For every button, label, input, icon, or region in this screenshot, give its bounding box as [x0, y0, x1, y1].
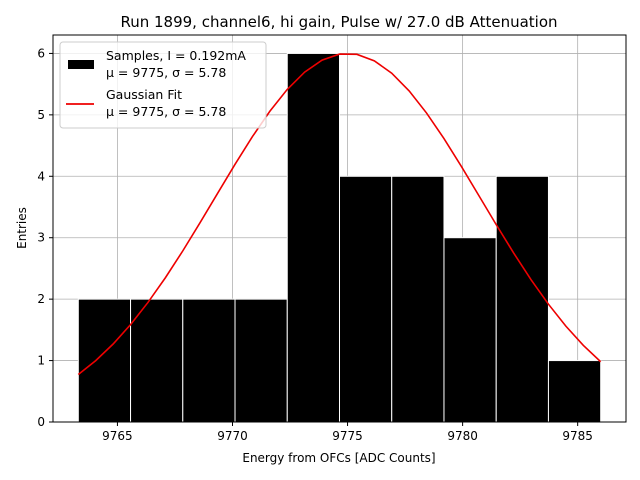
y-tick-label: 0 [37, 415, 45, 429]
y-tick-label: 5 [37, 108, 45, 122]
histogram-bar [443, 237, 497, 423]
histogram-bar [130, 298, 184, 423]
histogram-bars [77, 52, 602, 423]
x-tick-label: 9780 [447, 429, 478, 443]
histogram-bar [286, 52, 341, 423]
y-tick-label: 3 [37, 231, 45, 245]
histogram-bar [339, 175, 393, 423]
x-tick-label: 9775 [332, 429, 363, 443]
x-tick-label: 9785 [562, 429, 593, 443]
y-tick-label: 4 [37, 169, 45, 183]
x-tick-label: 9765 [102, 429, 133, 443]
histogram-bar [234, 298, 288, 423]
legend-histogram-label: Samples, I = 0.192mA [106, 48, 246, 63]
legend-histogram-swatch [68, 60, 94, 69]
chart-title: Run 1899, channel6, hi gain, Pulse w/ 27… [120, 13, 557, 31]
y-axis-label: Entries [15, 207, 29, 249]
y-axis-ticks: 0 1 2 3 4 5 6 [37, 46, 53, 429]
x-tick-label: 9770 [217, 429, 248, 443]
legend-fit-label: Gaussian Fit [106, 87, 182, 102]
x-axis-label: Energy from OFCs [ADC Counts] [242, 451, 435, 465]
y-tick-label: 1 [37, 354, 45, 368]
histogram-bar [182, 298, 236, 423]
y-tick-label: 2 [37, 292, 45, 306]
gaussian-fit [77, 53, 602, 376]
legend-frame [59, 41, 267, 129]
legend-fit-stats: μ = 9775, σ = 5.78 [106, 104, 226, 119]
histogram-bar [391, 175, 445, 423]
histogram-bar [547, 360, 602, 423]
legend-histogram-stats: μ = 9775, σ = 5.78 [106, 65, 226, 80]
fit-curve [77, 53, 602, 376]
legend: Samples, I = 0.192mA μ = 9775, σ = 5.78 … [59, 41, 267, 129]
plot-frame [52, 34, 627, 423]
x-axis-ticks: 9765 9770 9775 9780 9785 [102, 422, 593, 443]
y-tick-label: 6 [37, 46, 45, 60]
histogram-bar [495, 175, 549, 423]
histogram-bar [77, 298, 132, 423]
